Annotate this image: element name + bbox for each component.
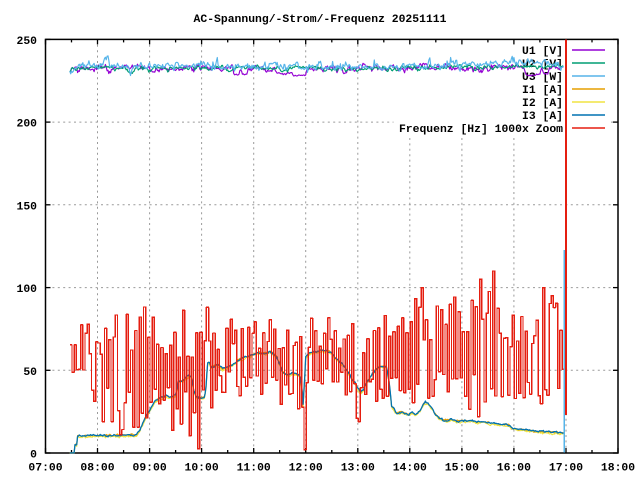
svg-text:250: 250 [16,36,37,48]
svg-text:150: 150 [16,201,37,213]
svg-text:09:00: 09:00 [133,462,167,474]
svg-text:50: 50 [23,367,37,379]
svg-text:0: 0 [30,450,37,462]
svg-text:I2 [A]: I2 [A] [522,98,563,110]
svg-text:07:00: 07:00 [28,462,62,474]
svg-text:15:00: 15:00 [445,462,479,474]
svg-text:U1 [V]: U1 [V] [522,46,563,58]
svg-text:13:00: 13:00 [341,462,375,474]
svg-text:11:00: 11:00 [237,462,271,474]
svg-text:16:00: 16:00 [497,462,531,474]
svg-text:Frequenz [Hz] 1000x Zoom: Frequenz [Hz] 1000x Zoom [399,124,563,136]
svg-text:10:00: 10:00 [185,462,219,474]
svg-text:200: 200 [16,119,37,131]
svg-text:I3 [A]: I3 [A] [522,111,563,123]
svg-text:U3 [W]: U3 [W] [522,72,563,84]
svg-text:AC-Spannung/-Strom/-Frequenz 2: AC-Spannung/-Strom/-Frequenz 20251111 [194,14,447,26]
svg-text:14:00: 14:00 [393,462,427,474]
svg-text:I1 [A]: I1 [A] [522,85,563,97]
svg-text:12:00: 12:00 [289,462,323,474]
svg-text:17:00: 17:00 [549,462,583,474]
svg-text:100: 100 [16,284,37,296]
svg-text:18:00: 18:00 [601,462,635,474]
svg-text:08:00: 08:00 [80,462,114,474]
